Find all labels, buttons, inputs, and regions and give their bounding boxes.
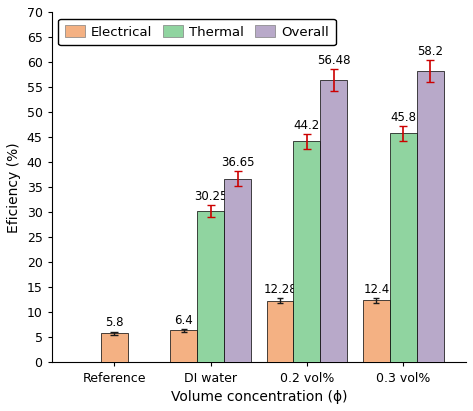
Text: 12.28: 12.28: [263, 284, 297, 296]
X-axis label: Volume concentration (ϕ): Volume concentration (ϕ): [171, 390, 347, 404]
Bar: [101, 333, 128, 363]
Bar: [224, 179, 251, 363]
Text: 36.65: 36.65: [221, 157, 254, 169]
Text: 45.8: 45.8: [390, 111, 416, 124]
Bar: [363, 300, 390, 363]
Legend: Electrical, Thermal, Overall: Electrical, Thermal, Overall: [58, 18, 336, 45]
Bar: [170, 330, 197, 363]
Bar: [293, 141, 321, 363]
Bar: [390, 133, 417, 363]
Text: 56.48: 56.48: [317, 53, 351, 67]
Text: 12.4: 12.4: [363, 283, 390, 296]
Bar: [417, 71, 444, 363]
Bar: [266, 301, 293, 363]
Bar: [197, 211, 224, 363]
Bar: [321, 80, 348, 363]
Text: 30.25: 30.25: [194, 190, 228, 203]
Text: 44.2: 44.2: [294, 119, 320, 132]
Text: 58.2: 58.2: [417, 45, 443, 58]
Text: 5.8: 5.8: [105, 316, 123, 330]
Text: 6.4: 6.4: [174, 314, 193, 327]
Y-axis label: Eficiency (%): Eficiency (%): [7, 142, 21, 233]
